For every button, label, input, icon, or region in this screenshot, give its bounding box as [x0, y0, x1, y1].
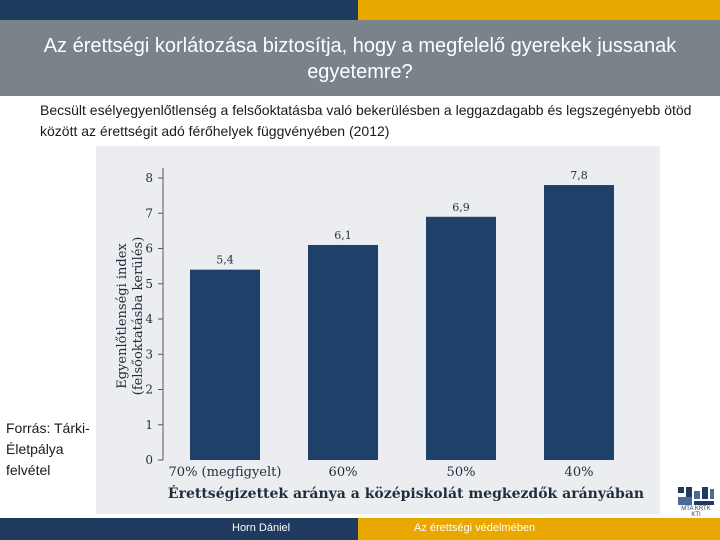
bar	[544, 185, 614, 461]
y-tick-label: 1	[145, 418, 153, 432]
bar-value-label: 6,1	[334, 229, 352, 242]
y-tick-label: 7	[145, 206, 153, 220]
y-ticks: 0 1 2 3 4 5 6 7 8	[145, 171, 163, 467]
footer-topic: Az érettségi védelmében	[414, 522, 536, 534]
bar-value-label: 7,8	[570, 169, 588, 182]
bar-value-label: 6,9	[452, 201, 470, 214]
x-tick-label: 70% (megfigyelt)	[169, 465, 282, 480]
y-axis-title-line-2: (felsőoktatásba kerülés)	[131, 237, 146, 396]
y-tick-label: 2	[145, 383, 153, 397]
x-tick-label: 50%	[447, 465, 476, 480]
y-tick-label: 6	[145, 242, 153, 256]
slide-title: Az érettségi korlátozása biztosítja, hog…	[0, 20, 720, 96]
x-tick-label: 40%	[565, 465, 594, 480]
x-tick-label: 60%	[329, 465, 358, 480]
bar	[308, 244, 378, 460]
source-note: Forrás: Tárki-Életpálya felvétel	[6, 420, 90, 478]
bar-chart: Egyenlőtlenségi index (felsőoktatásba ke…	[115, 168, 644, 502]
y-tick-label: 5	[145, 277, 153, 291]
top-bar-left	[0, 0, 358, 20]
y-axis-title-line-1: Egyenlőtlenségi index	[115, 243, 130, 389]
y-tick-label: 8	[145, 171, 153, 185]
bottom-bar-left	[0, 518, 358, 540]
institute-logo	[678, 487, 714, 505]
y-tick-label: 3	[145, 347, 153, 361]
bar-value-label: 5,4	[216, 254, 234, 267]
x-axis-title: Érettségizettek aránya a középiskolát me…	[168, 484, 644, 502]
logo-text: MTA KRTK KTI	[681, 506, 711, 518]
y-tick-label: 0	[145, 453, 153, 467]
bar	[190, 269, 260, 460]
chart-subtitle: Becsült esélyegyenlőtlenség a felsőoktat…	[40, 102, 692, 139]
y-axis-title: Egyenlőtlenségi index (felsőoktatásba ke…	[115, 237, 146, 396]
top-bar-right	[358, 0, 720, 20]
y-tick-label: 4	[145, 312, 153, 326]
bottom-bar-right	[358, 518, 720, 540]
bars: 5,4 6,1 6,9 7,8	[190, 169, 614, 461]
x-tick-labels: 70% (megfigyelt) 60% 50% 40%	[169, 465, 594, 480]
bar	[426, 216, 496, 460]
footer-author: Horn Dániel	[232, 522, 291, 534]
